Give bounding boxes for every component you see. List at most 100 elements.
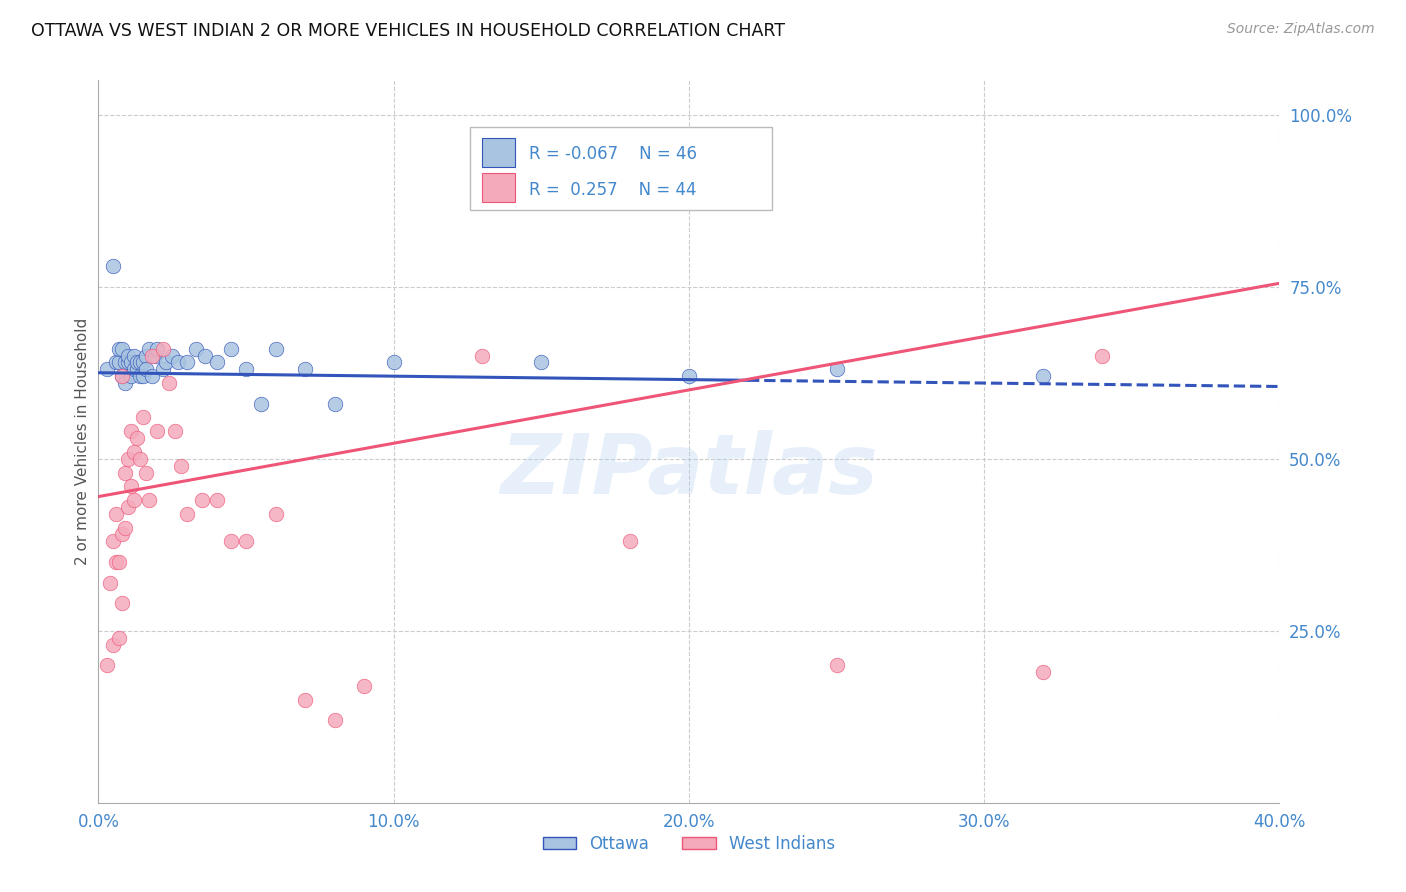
Point — [132, 355, 155, 369]
Point — [165, 424, 187, 438]
Point — [103, 534, 125, 549]
FancyBboxPatch shape — [471, 128, 772, 211]
Point — [152, 342, 174, 356]
Bar — [482, 173, 516, 202]
Point — [114, 466, 136, 480]
Point — [146, 424, 169, 438]
Text: R =  0.257    N = 44: R = 0.257 N = 44 — [530, 181, 697, 200]
Point — [1091, 349, 1114, 363]
Point — [132, 410, 155, 425]
Point — [141, 369, 163, 384]
Point — [125, 431, 148, 445]
Point — [111, 369, 134, 384]
Point — [120, 369, 142, 384]
Point — [111, 342, 134, 356]
Point — [122, 362, 145, 376]
Point — [98, 575, 121, 590]
Point — [105, 507, 128, 521]
Point — [117, 349, 139, 363]
Point — [103, 259, 125, 273]
Point — [105, 555, 128, 569]
Point — [221, 534, 243, 549]
Point — [132, 369, 155, 384]
Point — [120, 355, 142, 369]
Point — [191, 493, 214, 508]
Point — [678, 369, 700, 384]
Point — [125, 355, 148, 369]
Point — [135, 349, 157, 363]
Point — [114, 376, 136, 390]
Point — [157, 376, 180, 390]
Point — [235, 362, 257, 376]
Point — [205, 493, 228, 508]
Point — [1032, 665, 1054, 679]
Point — [114, 520, 136, 534]
Point — [108, 355, 131, 369]
Point — [120, 479, 142, 493]
Point — [170, 458, 193, 473]
Point — [108, 631, 131, 645]
Point — [128, 369, 150, 384]
Point — [111, 527, 134, 541]
Point — [117, 355, 139, 369]
Point — [114, 355, 136, 369]
Point — [205, 355, 228, 369]
Point — [125, 362, 148, 376]
Point — [135, 362, 157, 376]
Point — [138, 342, 160, 356]
Point — [143, 349, 166, 363]
Point — [353, 679, 375, 693]
Point — [162, 349, 183, 363]
Point — [111, 596, 134, 610]
Text: OTTAWA VS WEST INDIAN 2 OR MORE VEHICLES IN HOUSEHOLD CORRELATION CHART: OTTAWA VS WEST INDIAN 2 OR MORE VEHICLES… — [31, 22, 785, 40]
Point — [117, 451, 139, 466]
Point — [128, 451, 150, 466]
Point — [176, 507, 198, 521]
Text: Source: ZipAtlas.com: Source: ZipAtlas.com — [1227, 22, 1375, 37]
Point — [382, 355, 405, 369]
Y-axis label: 2 or more Vehicles in Household: 2 or more Vehicles in Household — [75, 318, 90, 566]
Point — [294, 692, 316, 706]
Point — [235, 534, 257, 549]
Point — [103, 638, 125, 652]
Point — [323, 397, 346, 411]
Point — [117, 500, 139, 514]
Point — [108, 555, 131, 569]
Point — [250, 397, 273, 411]
Point — [167, 355, 190, 369]
Point — [105, 355, 128, 369]
Point — [128, 355, 150, 369]
Point — [194, 349, 217, 363]
Point — [184, 342, 207, 356]
Point — [111, 369, 134, 384]
Point — [120, 424, 142, 438]
Bar — [482, 138, 516, 167]
Point — [122, 445, 145, 459]
Point — [122, 493, 145, 508]
Point — [294, 362, 316, 376]
Point — [141, 349, 163, 363]
Point — [323, 713, 346, 727]
Legend: Ottawa, West Indians: Ottawa, West Indians — [536, 828, 842, 860]
Point — [530, 355, 553, 369]
Point — [122, 349, 145, 363]
Point — [221, 342, 243, 356]
Point — [825, 658, 848, 673]
Point — [1032, 369, 1054, 384]
Point — [146, 342, 169, 356]
Point — [135, 466, 157, 480]
Point — [155, 355, 177, 369]
Point — [619, 534, 641, 549]
Point — [825, 362, 848, 376]
Point — [138, 493, 160, 508]
Point — [471, 349, 494, 363]
Point — [96, 658, 118, 673]
Point — [96, 362, 118, 376]
Point — [264, 342, 287, 356]
Point — [108, 342, 131, 356]
Text: R = -0.067    N = 46: R = -0.067 N = 46 — [530, 145, 697, 163]
Point — [176, 355, 198, 369]
Point — [264, 507, 287, 521]
Point — [152, 362, 174, 376]
Text: ZIPatlas: ZIPatlas — [501, 430, 877, 511]
